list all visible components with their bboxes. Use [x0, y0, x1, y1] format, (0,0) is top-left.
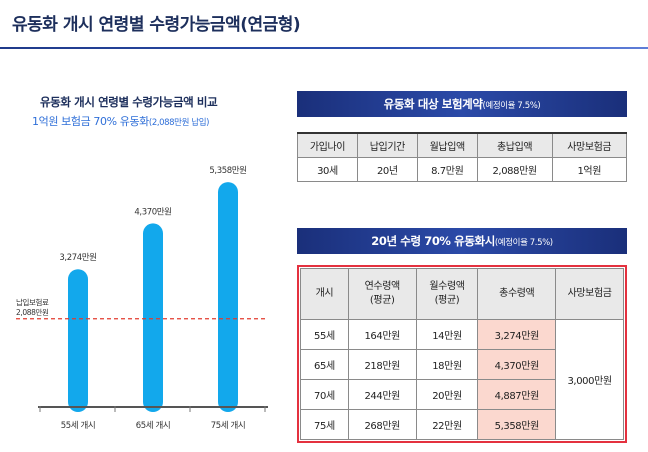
category-label: 65세 개시 — [136, 420, 171, 431]
payout-annual-cell: 164만원 — [347, 319, 417, 350]
bar-value-label: 4,370만원 — [134, 207, 171, 217]
payout-total-cell: 4,370만원 — [477, 349, 557, 380]
payout-annual-cell: 268만원 — [347, 409, 417, 440]
contract-header-cell: 월납입액 — [416, 132, 478, 158]
reference-label: 납입보험료 — [16, 298, 49, 307]
x-axis-baseline — [38, 406, 268, 408]
payout-header-cell: 사망보험금 — [555, 268, 624, 320]
contract-banner: 유동화 대상 보험계약(예정이율 7.5%) — [297, 91, 627, 117]
table-row: 55세 164만원 14만원 3,274만원 3,000만원 — [300, 319, 624, 440]
table-row: 75세 268만원 22만원 5,358만원 — [300, 409, 624, 440]
payout-monthly-cell: 20만원 — [415, 379, 479, 410]
payout-monthly-cell: 18만원 — [415, 349, 479, 380]
contract-value-cell: 30세 — [297, 156, 358, 182]
payout-annual-cell: 218만원 — [347, 349, 417, 380]
payout-age-cell: 75세 — [300, 409, 349, 440]
payout-monthly-cell: 14만원 — [415, 319, 479, 350]
bar — [143, 223, 163, 412]
contract-value-cell: 8.7만원 — [416, 156, 478, 182]
contract-value-row: 30세 20년 8.7만원 2,088만원 1억원 — [297, 156, 627, 182]
payout-age-cell: 65세 — [300, 349, 349, 380]
payout-age-cell: 70세 — [300, 379, 349, 410]
bar-value-label: 5,358만원 — [209, 166, 246, 176]
payout-banner-small: (예정이율 7.5%) — [494, 238, 553, 248]
chart-subtitle: 1억원 보험금 70% 유동화(2,088만원 납입) — [32, 113, 209, 129]
category-label: 55세 개시 — [61, 420, 96, 431]
payout-banner: 20년 수령 70% 유동화시(예정이율 7.5%) — [297, 228, 627, 254]
payout-monthly-cell: 22만원 — [415, 409, 479, 440]
contract-value-cell: 2,088만원 — [476, 156, 553, 182]
contract-table: 가입나이 납입기간 월납입액 총납입액 사망보험금 30세 20년 8.7만원 … — [297, 132, 627, 182]
payout-age-cell: 55세 — [300, 319, 349, 350]
contract-header-cell: 납입기간 — [356, 132, 418, 158]
table-row: 70세 244만원 20만원 4,887만원 — [300, 379, 624, 410]
reference-value-label: 2,088만원 — [16, 308, 49, 317]
contract-header-cell: 총납입액 — [476, 132, 553, 158]
payout-header-cell: 월수령액 (평균) — [415, 268, 479, 320]
contract-banner-small: (예정이율 7.5%) — [482, 101, 541, 111]
contract-header-cell: 사망보험금 — [551, 132, 627, 158]
contract-value-cell: 20년 — [356, 156, 418, 182]
contract-header-cell: 가입나이 — [297, 132, 358, 158]
bar — [68, 269, 88, 412]
payout-banner-main: 20년 수령 70% 유동화시 — [371, 234, 495, 248]
payout-total-cell: 4,887만원 — [477, 379, 557, 410]
bar-value-label: 3,274만원 — [59, 253, 96, 263]
payout-table: 개시 연수령액 (평균) 월수령액 (평균) 총수령액 사망보험금 55세 16… — [300, 268, 624, 440]
payout-header-cell: 연수령액 (평균) — [347, 268, 417, 320]
bar-chart: 3,274만원 55세 개시 4,370만원 65세 개시 5,358만원 75세 개시 납… — [16, 166, 268, 431]
bar — [218, 182, 238, 412]
payout-header-cell: 개시 — [300, 268, 349, 320]
payout-death-benefit-cell: 3,000만원 — [555, 319, 624, 440]
contract-header-row: 가입나이 납입기간 월납입액 총납입액 사망보험금 — [297, 132, 627, 158]
chart-title: 유동화 개시 연령별 수령가능금액 비교 — [40, 95, 218, 109]
contract-banner-main: 유동화 대상 보험계약 — [383, 97, 483, 111]
payout-header-row: 개시 연수령액 (평균) 월수령액 (평균) 총수령액 사망보험금 — [300, 268, 624, 320]
chart-subtitle-main: 1억원 보험금 70% 유동화 — [32, 115, 149, 128]
category-label: 75세 개시 — [211, 420, 246, 431]
contract-value-cell: 1억원 — [551, 156, 627, 182]
chart-subtitle-small: (2,088만원 납입) — [148, 118, 210, 128]
payout-annual-cell: 244만원 — [347, 379, 417, 410]
payout-total-cell: 5,358만원 — [477, 409, 557, 440]
payout-total-cell: 3,274만원 — [477, 319, 557, 350]
page-title: 유동화 개시 연령별 수령가능금액(연금형) — [12, 15, 301, 35]
title-divider — [0, 47, 648, 49]
payout-header-cell: 총수령액 — [477, 268, 557, 320]
